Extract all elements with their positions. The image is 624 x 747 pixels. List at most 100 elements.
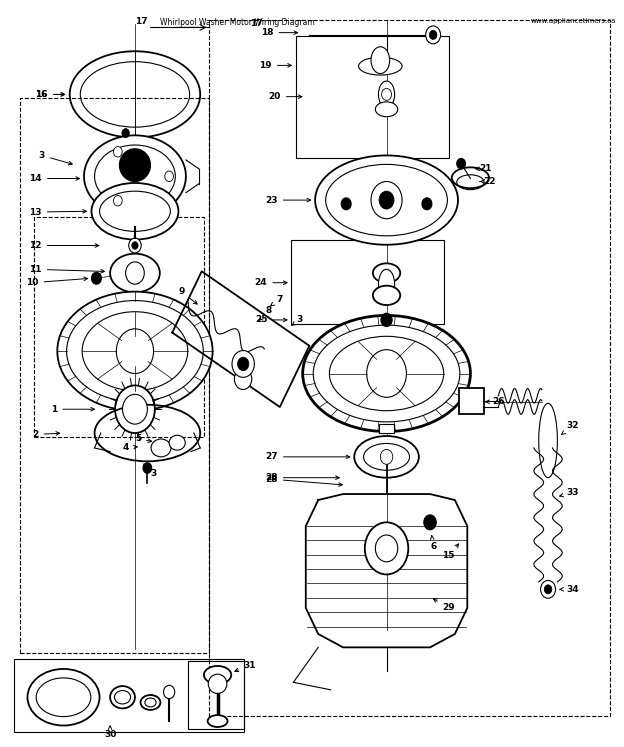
- Circle shape: [367, 350, 406, 397]
- Ellipse shape: [84, 135, 186, 217]
- Text: 31: 31: [235, 661, 256, 672]
- Circle shape: [114, 196, 122, 206]
- Circle shape: [235, 368, 251, 389]
- Text: 25: 25: [255, 315, 287, 324]
- Text: 10: 10: [26, 277, 87, 287]
- Ellipse shape: [373, 285, 400, 305]
- Text: 22: 22: [480, 177, 495, 186]
- Text: 18: 18: [261, 28, 298, 37]
- Circle shape: [132, 242, 138, 249]
- Circle shape: [376, 535, 397, 562]
- Circle shape: [379, 191, 394, 209]
- Ellipse shape: [119, 149, 150, 182]
- Circle shape: [341, 198, 351, 210]
- Circle shape: [422, 198, 432, 210]
- Circle shape: [426, 26, 441, 44]
- Text: 1: 1: [51, 405, 94, 414]
- Bar: [296, 37, 449, 158]
- Text: 9: 9: [178, 287, 197, 304]
- Ellipse shape: [208, 674, 227, 693]
- Circle shape: [143, 463, 152, 474]
- Ellipse shape: [329, 336, 444, 411]
- Circle shape: [115, 385, 155, 433]
- Circle shape: [129, 238, 141, 253]
- Circle shape: [381, 313, 392, 326]
- Circle shape: [116, 329, 154, 374]
- Text: 29: 29: [433, 599, 455, 613]
- Text: 34: 34: [560, 585, 579, 594]
- Ellipse shape: [313, 325, 460, 422]
- Circle shape: [424, 515, 436, 530]
- Ellipse shape: [57, 291, 213, 411]
- Circle shape: [381, 450, 392, 465]
- Circle shape: [165, 171, 173, 182]
- Circle shape: [114, 146, 122, 157]
- Ellipse shape: [376, 102, 397, 117]
- Ellipse shape: [204, 666, 232, 684]
- Text: 3: 3: [291, 315, 303, 326]
- Text: 17: 17: [250, 19, 263, 28]
- Text: 8: 8: [260, 306, 271, 320]
- Circle shape: [163, 685, 175, 698]
- Text: 11: 11: [29, 264, 104, 274]
- Text: www.appliancetimers.ca: www.appliancetimers.ca: [531, 18, 617, 24]
- Text: 6: 6: [430, 536, 436, 551]
- Text: 16: 16: [36, 90, 65, 99]
- Ellipse shape: [379, 270, 394, 299]
- Text: 14: 14: [29, 174, 79, 183]
- Text: 4: 4: [122, 444, 137, 453]
- Text: 23: 23: [265, 196, 311, 205]
- Text: 32: 32: [562, 421, 579, 435]
- Circle shape: [382, 88, 391, 100]
- Text: 33: 33: [560, 488, 579, 497]
- Bar: [379, 424, 394, 433]
- Bar: [459, 388, 484, 415]
- Circle shape: [429, 31, 437, 40]
- Ellipse shape: [208, 715, 228, 727]
- Ellipse shape: [354, 436, 419, 477]
- Text: 27: 27: [265, 453, 350, 462]
- Ellipse shape: [371, 47, 389, 73]
- Text: 3: 3: [39, 151, 72, 165]
- Text: 21: 21: [476, 164, 492, 173]
- Circle shape: [365, 522, 408, 574]
- Bar: [20, 98, 210, 653]
- Circle shape: [122, 128, 129, 137]
- Bar: [210, 20, 610, 716]
- Circle shape: [125, 262, 144, 284]
- Ellipse shape: [169, 436, 185, 450]
- Text: 13: 13: [29, 208, 86, 217]
- Text: 7: 7: [271, 294, 283, 306]
- Text: 3: 3: [144, 464, 157, 479]
- Text: 12: 12: [29, 241, 99, 250]
- Circle shape: [238, 357, 249, 371]
- Ellipse shape: [315, 155, 458, 245]
- Text: 28: 28: [265, 473, 339, 483]
- Ellipse shape: [92, 183, 178, 240]
- Ellipse shape: [67, 300, 203, 402]
- Text: 16: 16: [36, 90, 65, 99]
- Text: 24: 24: [255, 278, 287, 287]
- Text: 26: 26: [485, 397, 505, 406]
- Circle shape: [540, 580, 555, 598]
- Ellipse shape: [95, 145, 175, 208]
- Bar: [14, 660, 243, 732]
- Text: 2: 2: [32, 430, 60, 439]
- Bar: [34, 217, 204, 437]
- Circle shape: [457, 158, 466, 169]
- Ellipse shape: [373, 264, 400, 282]
- Circle shape: [92, 273, 102, 284]
- Circle shape: [232, 350, 255, 377]
- Ellipse shape: [359, 58, 402, 75]
- Ellipse shape: [82, 311, 188, 391]
- Bar: [188, 661, 243, 729]
- Text: 19: 19: [259, 61, 291, 70]
- Text: 20: 20: [268, 92, 302, 101]
- Text: 28: 28: [265, 474, 343, 486]
- Text: Whirlpool Washer Motor Wiring Diagram: Whirlpool Washer Motor Wiring Diagram: [160, 18, 315, 27]
- Text: 5: 5: [135, 435, 152, 444]
- Circle shape: [371, 182, 402, 219]
- Ellipse shape: [100, 191, 170, 232]
- Ellipse shape: [303, 315, 470, 432]
- Ellipse shape: [326, 164, 447, 236]
